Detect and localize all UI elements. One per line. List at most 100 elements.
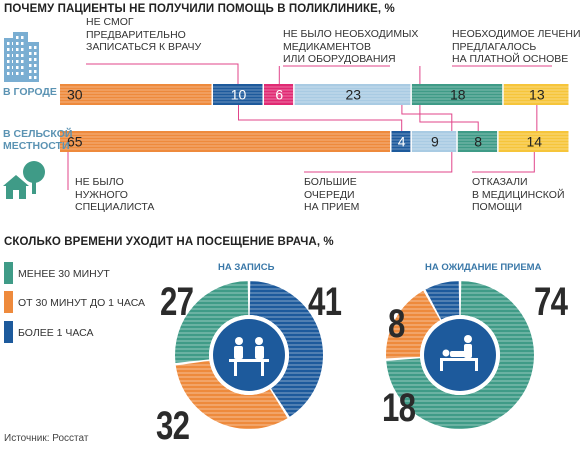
window-icon bbox=[7, 54, 10, 57]
legend-swatch-under-30 bbox=[4, 262, 13, 284]
window-icon bbox=[21, 48, 24, 51]
window-icon bbox=[7, 48, 10, 51]
bar-segment bbox=[264, 84, 294, 105]
window-icon bbox=[34, 46, 37, 49]
donut1-value-32: 32 bbox=[156, 404, 190, 448]
bar-value-label: 14 bbox=[527, 134, 543, 150]
bar-segment bbox=[294, 84, 411, 105]
bar-segment bbox=[213, 84, 263, 105]
bar-value-label: 4 bbox=[398, 134, 406, 150]
bed-leg-icon bbox=[440, 361, 443, 371]
tree-icon bbox=[23, 161, 45, 183]
window-icon bbox=[21, 60, 24, 63]
window-icon bbox=[16, 54, 19, 57]
person-head-icon bbox=[255, 337, 263, 345]
chart-title-reasons: ПОЧЕМУ ПАЦИЕНТЫ НЕ ПОЛУЧИЛИ ПОМОЩЬ В ПОЛ… bbox=[4, 3, 395, 15]
row-label-city: В ГОРОДЕ bbox=[3, 86, 57, 98]
window-icon bbox=[21, 42, 24, 45]
leader-no-appointment-rural bbox=[238, 105, 403, 131]
window-icon bbox=[7, 72, 10, 75]
doctor-patient-icon bbox=[213, 319, 285, 391]
window-icon bbox=[7, 42, 10, 45]
window-icon bbox=[29, 76, 32, 79]
bar-segment bbox=[457, 131, 498, 152]
leader-refused-caption bbox=[472, 152, 535, 173]
person-head-icon bbox=[235, 337, 243, 345]
bar-value-label: 18 bbox=[450, 87, 466, 103]
window-icon bbox=[29, 52, 32, 55]
donut2-value-74: 74 bbox=[534, 280, 568, 324]
bed-icon bbox=[440, 358, 478, 361]
desk-icon bbox=[229, 359, 269, 362]
caption-no-specialist: НЕ БЫЛО НУЖНОГО СПЕЦИАЛИСТА bbox=[75, 176, 155, 213]
window-icon bbox=[7, 66, 10, 69]
person-body-icon bbox=[234, 346, 243, 359]
bar-value-label: 6 bbox=[275, 87, 283, 103]
window-icon bbox=[16, 66, 19, 69]
window-icon bbox=[21, 72, 24, 75]
source-note: Источник: Росстат bbox=[4, 433, 89, 444]
donut-slice bbox=[386, 281, 534, 429]
bar-value-label: 10 bbox=[231, 87, 247, 103]
house-door-icon bbox=[13, 190, 19, 199]
desk-leg-icon bbox=[234, 362, 237, 376]
window-icon bbox=[29, 58, 32, 61]
desk-leg-icon bbox=[261, 362, 264, 376]
window-icon bbox=[29, 70, 32, 73]
window-icon bbox=[34, 70, 37, 73]
tree-trunk-icon bbox=[32, 178, 36, 194]
window-icon bbox=[34, 64, 37, 67]
leader-paid-rural bbox=[419, 105, 479, 131]
bar-segment bbox=[498, 131, 569, 152]
window-icon bbox=[29, 64, 32, 67]
leader-no-appointment bbox=[86, 63, 239, 84]
bar-value-label: 8 bbox=[474, 134, 482, 150]
donut1-value-41: 41 bbox=[308, 280, 342, 324]
doctor-head-icon bbox=[464, 335, 472, 343]
donut2-value-8: 8 bbox=[388, 302, 405, 346]
donut-title-appointment: НА ЗАПИСЬ bbox=[218, 262, 275, 273]
legend-over-60: БОЛЕЕ 1 ЧАСА bbox=[18, 327, 94, 339]
building-icon bbox=[26, 42, 39, 82]
bar-value-label: 13 bbox=[529, 87, 545, 103]
bar-value-label: 9 bbox=[431, 134, 439, 150]
caption-no-medicine: НЕ БЫЛО НЕОБХОДИМЫХ МЕДИКАМЕНТОВ ИЛИ ОБОРУ… bbox=[283, 28, 419, 65]
window-icon bbox=[34, 76, 37, 79]
donut-slice bbox=[249, 281, 324, 417]
window-icon bbox=[34, 52, 37, 55]
row-label-rural: В СЕЛЬСКОЙ МЕСТНОСТИ bbox=[3, 128, 73, 152]
legend-swatch-over-60 bbox=[4, 321, 13, 343]
window-icon bbox=[16, 42, 19, 45]
legend-swatch-30-60 bbox=[4, 291, 13, 313]
caption-paid-only: НЕОБХОДИМОЕ ЛЕЧЕНИЕ ПРЕДЛАГАЛОСЬ НА ПЛАТНО… bbox=[452, 28, 580, 65]
leader-queues bbox=[401, 105, 453, 131]
caption-no-appointment: НЕ СМОГ ПРЕДВАРИТЕЛЬНО ЗАПИСАТЬСЯ К ВРАЧУ bbox=[86, 16, 202, 53]
donut2-value-18: 18 bbox=[382, 386, 416, 430]
caption-refused: ОТКАЗАЛИ В МЕДИЦИНСКОЙ ПОМОЩИ bbox=[472, 176, 565, 213]
window-icon bbox=[34, 58, 37, 61]
bed-leg-icon bbox=[475, 361, 478, 371]
bar-segment bbox=[411, 131, 457, 152]
donut-slice bbox=[425, 281, 460, 320]
patient-body-icon bbox=[450, 351, 472, 357]
bar-segment bbox=[503, 84, 569, 105]
window-icon bbox=[21, 36, 24, 39]
chart-title-time: СКОЛЬКО ВРЕМЕНИ УХОДИТ НА ПОСЕЩЕНИЕ ВРАЧ… bbox=[4, 236, 334, 248]
window-icon bbox=[21, 54, 24, 57]
bar-segment bbox=[411, 84, 503, 105]
leader-queues-caption bbox=[304, 152, 453, 173]
house-roof-icon bbox=[3, 175, 29, 186]
window-icon bbox=[16, 48, 19, 51]
caption-queues: БОЛЬШИЕ ОЧЕРЕДИ НА ПРИЕМ bbox=[304, 176, 360, 213]
window-icon bbox=[16, 72, 19, 75]
legend-30-60: ОТ 30 МИНУТ ДО 1 ЧАСА bbox=[18, 297, 146, 309]
person-body-icon bbox=[255, 346, 264, 359]
window-icon bbox=[16, 60, 19, 63]
donut-title-waiting: НА ОЖИДАНИЕ ПРИЕМА bbox=[425, 262, 542, 273]
donut-slice bbox=[174, 281, 249, 363]
legend-under-30: МЕНЕЕ 30 МИНУТ bbox=[18, 268, 110, 280]
building-icon bbox=[13, 32, 28, 82]
window-icon bbox=[29, 46, 32, 49]
bar-value-label: 23 bbox=[345, 87, 361, 103]
